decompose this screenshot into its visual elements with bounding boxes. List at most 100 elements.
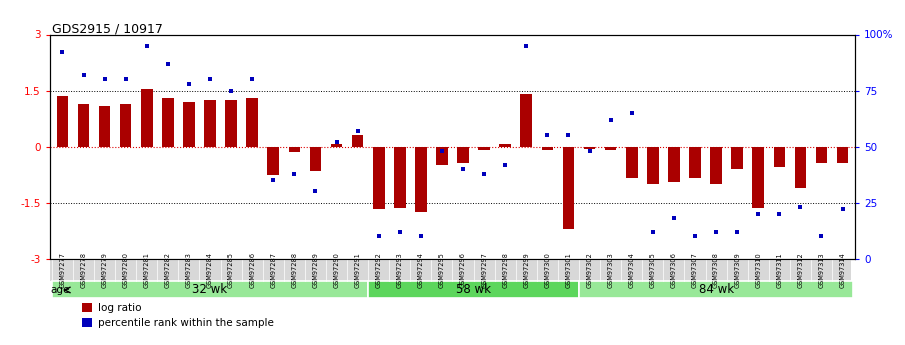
- Point: [139, 43, 154, 49]
- Bar: [457, 147, 469, 164]
- Text: GSM97288: GSM97288: [291, 252, 298, 288]
- Bar: [78, 104, 90, 147]
- Text: GSM97314: GSM97314: [840, 252, 845, 288]
- Text: GSM97308: GSM97308: [713, 252, 719, 288]
- FancyBboxPatch shape: [52, 282, 368, 298]
- Point: [751, 211, 766, 217]
- Text: GSM97305: GSM97305: [650, 252, 656, 288]
- Point: [350, 128, 365, 134]
- Text: GSM97286: GSM97286: [249, 252, 255, 288]
- Point: [477, 171, 491, 176]
- Text: 84 wk: 84 wk: [699, 284, 734, 296]
- Bar: [731, 147, 743, 169]
- Text: age: age: [50, 285, 70, 295]
- Text: GSM97290: GSM97290: [334, 252, 339, 288]
- Text: GSM97294: GSM97294: [418, 252, 424, 288]
- Text: GSM97306: GSM97306: [671, 252, 677, 288]
- Point: [76, 72, 91, 78]
- Bar: [268, 147, 279, 175]
- Bar: [500, 144, 511, 147]
- Point: [814, 234, 829, 239]
- Point: [835, 207, 850, 212]
- Point: [645, 229, 660, 235]
- Text: GSM97281: GSM97281: [144, 252, 149, 288]
- Point: [561, 133, 576, 138]
- Text: GSM97292: GSM97292: [376, 252, 382, 288]
- Text: GSM97278: GSM97278: [81, 252, 87, 288]
- Bar: [690, 147, 700, 178]
- Bar: [520, 93, 532, 147]
- Bar: [668, 147, 680, 182]
- Bar: [82, 318, 91, 327]
- Bar: [373, 147, 385, 209]
- Bar: [795, 147, 806, 188]
- Point: [371, 234, 386, 239]
- Text: GSM97287: GSM97287: [271, 252, 276, 288]
- Bar: [837, 147, 848, 164]
- Point: [245, 77, 260, 82]
- Point: [456, 166, 471, 172]
- Text: GSM97284: GSM97284: [207, 252, 213, 288]
- Bar: [647, 147, 659, 184]
- Bar: [584, 147, 595, 148]
- Point: [604, 117, 618, 122]
- Text: GSM97297: GSM97297: [481, 252, 487, 288]
- Text: GSM97307: GSM97307: [692, 252, 698, 288]
- Text: GSM97301: GSM97301: [566, 252, 571, 288]
- Bar: [752, 147, 764, 208]
- Point: [730, 229, 745, 235]
- Text: GSM97298: GSM97298: [502, 252, 509, 288]
- Bar: [82, 303, 91, 312]
- Bar: [436, 147, 448, 165]
- Bar: [815, 147, 827, 164]
- Text: GSM97277: GSM97277: [60, 252, 65, 288]
- Point: [498, 162, 512, 167]
- Point: [160, 61, 175, 67]
- Point: [582, 148, 596, 154]
- Bar: [710, 147, 722, 184]
- Bar: [246, 98, 258, 147]
- Text: 58 wk: 58 wk: [456, 284, 491, 296]
- Text: GSM97291: GSM97291: [355, 252, 360, 288]
- Text: GSM97293: GSM97293: [396, 252, 403, 288]
- Point: [224, 88, 238, 93]
- Bar: [626, 147, 637, 178]
- Text: 32 wk: 32 wk: [193, 284, 227, 296]
- Point: [414, 234, 428, 239]
- Text: GSM97280: GSM97280: [123, 252, 129, 288]
- Bar: [289, 147, 300, 152]
- Point: [329, 139, 344, 145]
- Point: [434, 148, 449, 154]
- Text: GDS2915 / 10917: GDS2915 / 10917: [52, 22, 163, 36]
- Point: [393, 229, 407, 235]
- Text: GSM97282: GSM97282: [165, 252, 171, 288]
- Text: GSM97303: GSM97303: [607, 252, 614, 288]
- Bar: [541, 147, 553, 150]
- Bar: [50, 259, 851, 280]
- Point: [519, 43, 534, 49]
- Point: [203, 77, 217, 82]
- Point: [688, 234, 702, 239]
- Bar: [183, 102, 195, 147]
- Point: [266, 178, 281, 183]
- Text: GSM97300: GSM97300: [545, 252, 550, 288]
- Bar: [141, 89, 153, 147]
- Text: GSM97309: GSM97309: [734, 252, 740, 288]
- Bar: [774, 147, 786, 167]
- Text: GSM97313: GSM97313: [818, 252, 824, 287]
- Bar: [352, 136, 364, 147]
- Point: [793, 205, 807, 210]
- Text: GSM97289: GSM97289: [312, 252, 319, 288]
- Point: [309, 189, 323, 194]
- Text: percentile rank within the sample: percentile rank within the sample: [98, 318, 274, 328]
- Bar: [415, 147, 426, 212]
- Point: [624, 110, 639, 116]
- Bar: [563, 147, 575, 229]
- Bar: [605, 147, 616, 150]
- Text: GSM97279: GSM97279: [101, 252, 108, 288]
- Bar: [394, 147, 405, 208]
- Text: GSM97283: GSM97283: [186, 252, 192, 288]
- Bar: [119, 104, 131, 147]
- Text: GSM97310: GSM97310: [756, 252, 761, 288]
- Bar: [99, 106, 110, 147]
